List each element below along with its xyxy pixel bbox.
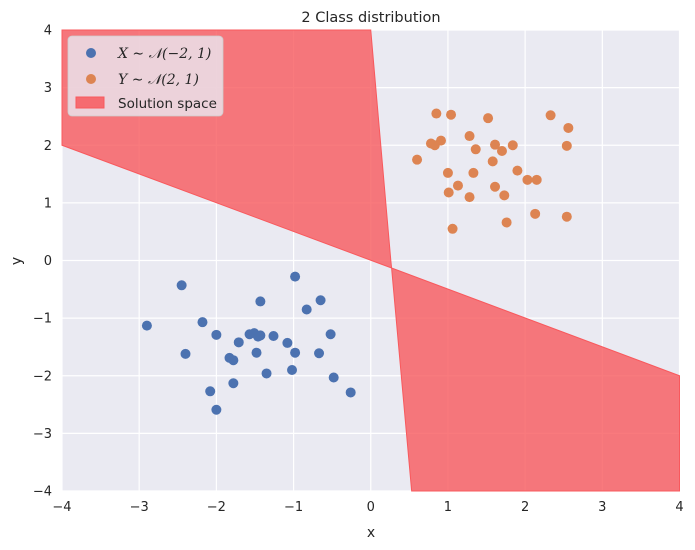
- y-tick-label: 1: [44, 196, 52, 211]
- class-y-point: [442, 167, 453, 178]
- class-x-point: [328, 372, 339, 383]
- class-x-point: [301, 304, 312, 315]
- y-tick-label: 2: [44, 139, 52, 154]
- y-tick-labels: −4 −3 −2 −1 0 1 2 3 4: [33, 24, 52, 500]
- legend-marker-y: [86, 74, 96, 84]
- chart-title: 2 Class distribution: [301, 10, 440, 26]
- class-x-point: [255, 296, 266, 307]
- legend-label-y: Y ∼ 𝒩(2, 1): [118, 72, 199, 88]
- class-y-point: [490, 181, 501, 192]
- scatter-points: [141, 108, 574, 415]
- class-y-point: [561, 211, 572, 222]
- x-tick-label: 1: [444, 500, 452, 515]
- y-tick-label: −4: [33, 485, 52, 500]
- class-y-point: [483, 113, 494, 124]
- x-tick-label: −3: [130, 500, 149, 515]
- class-x-point: [282, 337, 293, 348]
- class-x-point: [255, 330, 266, 341]
- class-x-point: [251, 347, 262, 358]
- class-y-point: [499, 190, 510, 201]
- class-y-point: [490, 139, 501, 150]
- x-tick-label: 4: [675, 500, 683, 515]
- class-x-point: [290, 347, 301, 358]
- class-y-point: [464, 131, 475, 142]
- y-tick-label: −2: [33, 369, 52, 384]
- class-x-point: [233, 337, 244, 348]
- class-y-point: [464, 192, 475, 203]
- class-x-point: [205, 386, 216, 397]
- class-y-point: [496, 146, 507, 157]
- y-tick-label: 4: [44, 24, 52, 39]
- class-y-point: [512, 165, 523, 176]
- class-y-point: [561, 140, 572, 151]
- legend: X ∼ 𝒩(−2, 1) Y ∼ 𝒩(2, 1) Solution space: [67, 35, 224, 117]
- legend-label-x: X ∼ 𝒩(−2, 1): [117, 46, 211, 62]
- x-tick-label: 0: [367, 500, 375, 515]
- class-y-point: [522, 174, 533, 185]
- class-x-point: [261, 368, 272, 379]
- x-tick-label: 3: [598, 500, 606, 515]
- y-tick-label: −3: [33, 427, 52, 442]
- class-x-point: [197, 317, 208, 328]
- class-x-point: [211, 404, 222, 415]
- class-x-point: [345, 387, 356, 398]
- class-y-point: [468, 167, 479, 178]
- class-y-point: [443, 187, 454, 198]
- class-x-point: [141, 320, 152, 331]
- class-y-point: [446, 109, 457, 120]
- class-y-point: [501, 217, 512, 228]
- class-x-point: [325, 329, 336, 340]
- class-y-point: [435, 135, 446, 146]
- solution-space-polygon: [391, 267, 680, 492]
- y-tick-label: 0: [44, 254, 52, 269]
- class-y-point: [431, 108, 442, 119]
- legend-label-solution-space: Solution space: [118, 96, 217, 112]
- x-tick-label: −4: [52, 500, 71, 515]
- legend-box: [67, 35, 224, 117]
- x-tick-labels: −4 −3 −2 −1 0 1 2 3 4: [52, 500, 683, 515]
- class-y-point: [545, 110, 556, 121]
- y-axis-label: y: [9, 257, 25, 265]
- class-y-point: [447, 223, 458, 234]
- class-x-point: [180, 348, 191, 359]
- class-y-point: [531, 174, 542, 185]
- y-tick-label: −1: [33, 312, 52, 327]
- class-x-point: [228, 378, 239, 389]
- y-tick-label: 3: [44, 81, 52, 96]
- x-tick-label: 2: [521, 500, 529, 515]
- class-x-point: [268, 330, 279, 341]
- class-x-point: [287, 364, 298, 375]
- class-x-point: [315, 295, 326, 306]
- legend-swatch-solution-space: [75, 96, 105, 109]
- class-x-point: [228, 355, 239, 366]
- class-y-point: [530, 208, 541, 219]
- x-tick-label: −1: [284, 500, 303, 515]
- x-axis-label: x: [367, 525, 375, 541]
- class-x-point: [211, 329, 222, 340]
- class-y-point: [470, 144, 481, 155]
- class-x-point: [176, 280, 187, 291]
- x-tick-label: −2: [207, 500, 226, 515]
- class-y-point: [507, 140, 518, 151]
- class-y-point: [452, 180, 463, 191]
- class-x-point: [314, 348, 325, 359]
- legend-marker-x: [86, 48, 96, 58]
- class-y-point: [487, 156, 498, 167]
- class-y-point: [563, 122, 574, 133]
- class-y-point: [412, 154, 423, 165]
- class-x-point: [290, 271, 301, 282]
